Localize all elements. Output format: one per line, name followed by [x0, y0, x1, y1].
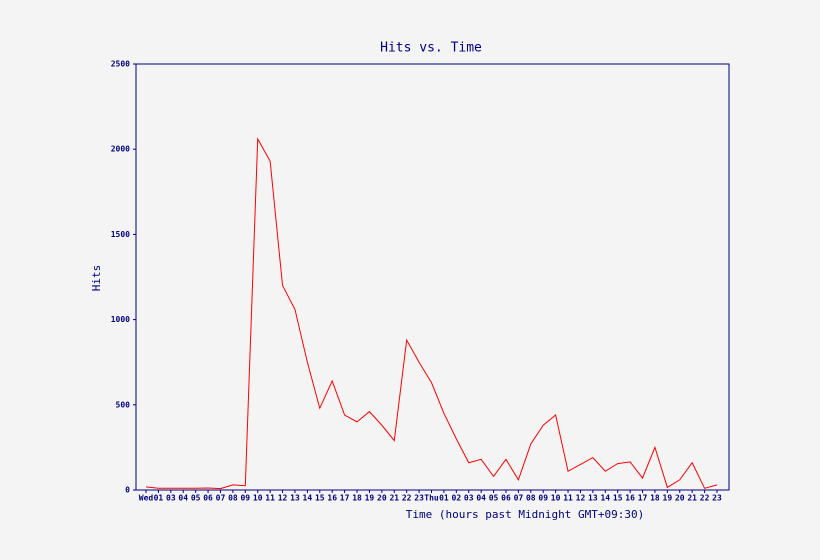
x-tick-label: 17: [340, 494, 350, 503]
x-tick-label: 22: [402, 494, 412, 503]
x-tick-label: 23: [414, 494, 424, 503]
x-tick-label: 23: [712, 494, 722, 503]
x-tick-label: 07: [216, 494, 226, 503]
x-tick-label: 21: [389, 494, 399, 503]
x-tick-label: 12: [576, 494, 586, 503]
data-line: [145, 137, 718, 490]
x-tick-label: 18: [352, 494, 362, 503]
x-tick-label: 09: [538, 494, 548, 503]
x-tick-label: 06: [501, 494, 511, 503]
x-tick-label: 13: [290, 494, 300, 503]
x-axis-label: Time (hours past Midnight GMT+09:30): [406, 508, 644, 521]
y-tick-label: 1500: [111, 230, 130, 239]
x-tick-label: 10: [253, 494, 263, 503]
y-axis-label: Hits: [90, 265, 103, 292]
y-tick-label: 2000: [111, 145, 130, 154]
x-tick-label: 16: [327, 494, 337, 503]
x-tick-label: 16: [625, 494, 635, 503]
x-tick-label: 15: [613, 494, 623, 503]
x-tick-label: 09: [240, 494, 250, 503]
x-tick-label: 05: [489, 494, 499, 503]
x-tick-label: 01: [439, 494, 449, 503]
x-tick-label: 03: [464, 494, 474, 503]
x-tick-label: Thu: [424, 494, 439, 503]
x-tick-label: 11: [265, 494, 275, 503]
x-tick-label: 19: [663, 494, 673, 503]
x-tick-label: 17: [638, 494, 648, 503]
x-tick-label: 08: [228, 494, 238, 503]
x-tick-label: 04: [178, 494, 188, 503]
chart-title: Hits vs. Time: [380, 41, 482, 56]
y-tick-label: 500: [116, 400, 131, 409]
x-tick-label: 02: [452, 494, 462, 503]
x-tick-label: 07: [514, 494, 524, 503]
x-tick-label: 12: [278, 494, 288, 503]
x-tick-label: 13: [588, 494, 598, 503]
x-tick-label: 18: [650, 494, 660, 503]
x-tick-label: 10: [551, 494, 561, 503]
x-tick-label: 14: [303, 494, 313, 503]
x-tick-label: 06: [203, 494, 213, 503]
x-tick-label: 14: [600, 494, 610, 503]
x-tick-label: 15: [315, 494, 325, 503]
x-tick-label: 20: [377, 494, 387, 503]
x-tick-label: 04: [476, 494, 486, 503]
x-tick-label: 03: [166, 494, 176, 503]
x-tick-label: 19: [365, 494, 375, 503]
x-tick-label: Wed: [139, 494, 154, 503]
y-tick-label: 1000: [111, 315, 130, 324]
plot-frame: [135, 63, 730, 491]
x-tick-label: 22: [700, 494, 710, 503]
x-tick-label: 08: [526, 494, 536, 503]
x-tick-label: 21: [687, 494, 697, 503]
x-tick-label: 01: [154, 494, 164, 503]
x-tick-label: 05: [191, 494, 201, 503]
y-tick-label: 0: [125, 486, 130, 495]
x-tick-label: 20: [675, 494, 685, 503]
x-tick-label: 11: [563, 494, 573, 503]
y-tick-label: 2500: [111, 60, 130, 69]
